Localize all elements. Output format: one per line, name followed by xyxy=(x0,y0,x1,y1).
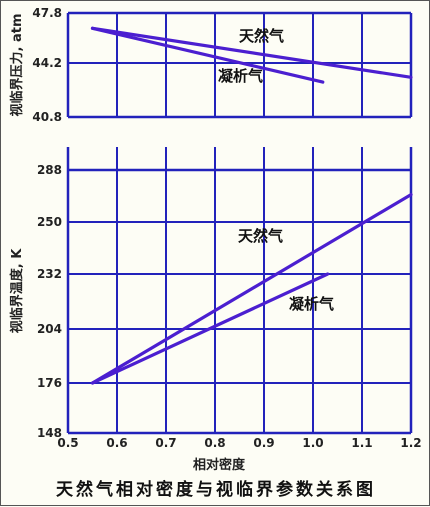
y-tick-label: 250 xyxy=(37,215,62,229)
y-tick-label: 44.2 xyxy=(32,56,62,70)
y-tick-label: 204 xyxy=(37,322,62,336)
chart-caption: 天然气相对密度与视临界参数关系图 xyxy=(56,479,376,500)
y-tick-label: 47.8 xyxy=(32,6,62,20)
x-axis-label: 相对密度 xyxy=(193,457,246,473)
series-annotation: 天然气 xyxy=(239,27,284,45)
y-axis-label: 视临界温度, K xyxy=(9,248,25,333)
x-tick-label: 0.9 xyxy=(253,436,274,450)
series-line-0 xyxy=(90,193,413,385)
series-line-1 xyxy=(90,26,325,84)
series-annotation: 凝析气 xyxy=(289,295,334,313)
series-line-0 xyxy=(90,26,413,79)
y-tick-label: 176 xyxy=(37,376,62,390)
y-axis-label: 视临界压力, atm xyxy=(9,14,25,117)
x-tick-label: 1.0 xyxy=(302,436,323,450)
x-tick-label: 0.5 xyxy=(57,436,78,450)
x-tick-label: 0.7 xyxy=(155,436,176,450)
series-annotation: 天然气 xyxy=(238,227,283,245)
y-tick-label: 148 xyxy=(37,426,62,440)
series-line-1 xyxy=(90,272,330,385)
series-annotation: 凝析气 xyxy=(218,67,263,85)
y-tick-label: 40.8 xyxy=(32,110,62,124)
x-tick-label: 1.1 xyxy=(351,436,372,450)
x-tick-label: 1.2 xyxy=(400,436,421,450)
x-tick-label: 0.6 xyxy=(106,436,127,450)
x-tick-label: 0.8 xyxy=(204,436,225,450)
y-tick-label: 232 xyxy=(37,267,62,281)
y-tick-label: 288 xyxy=(37,163,62,177)
